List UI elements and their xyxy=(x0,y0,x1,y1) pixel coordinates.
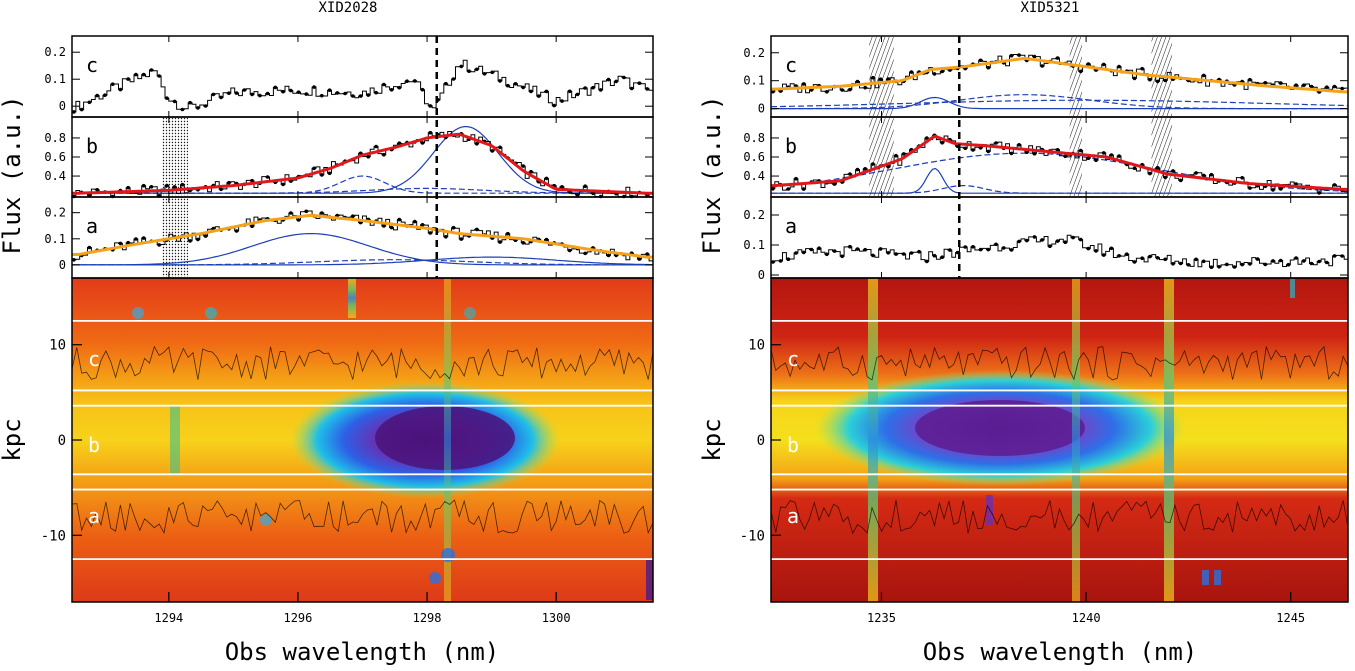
left-component-a-2 xyxy=(72,259,653,266)
left-spectrum-c: 0 0.1 0.2 c xyxy=(44,35,654,118)
right-component-c-2 xyxy=(770,99,1349,108)
left-spectrum-line-b xyxy=(72,131,653,197)
left-total-fit-a xyxy=(72,213,653,259)
left-ytick-label: 0 xyxy=(59,258,66,272)
left-flux-label: Flux (a.u.) xyxy=(0,96,26,255)
left-component-a-1 xyxy=(72,256,653,266)
right-spectrum-c: 0 0.1 0.2 c xyxy=(743,35,1349,118)
right-spectrum-a: 0 0.1 0.2 a xyxy=(743,196,1349,282)
left-data-points-c xyxy=(72,64,649,114)
left-row-label-a: a xyxy=(86,214,98,238)
right-ytick-label: 0.1 xyxy=(743,74,765,88)
right-xtick-label: 1235 xyxy=(867,611,896,625)
right-region-label-c: c xyxy=(787,347,799,371)
left-xtick-label: 1294 xyxy=(154,611,183,625)
left-contour xyxy=(71,345,654,380)
right-spectrum-b: 0.4 0.6 0.8 b xyxy=(743,116,1349,198)
left-spectrum-b: 0.4 0.6 0.8 b xyxy=(44,116,654,199)
left-title: XID2028 xyxy=(318,0,377,16)
left-kpc-map xyxy=(72,278,653,602)
left-contour xyxy=(71,499,654,534)
left-total-fit-b xyxy=(72,132,653,195)
right-xtick-label: 1240 xyxy=(1072,611,1101,625)
right-ytick-label: 0 xyxy=(758,268,765,282)
left-kpc-tick-label: 10 xyxy=(49,338,66,354)
right-kpc-map xyxy=(771,278,1348,602)
right-contour xyxy=(770,345,1349,381)
right-title: XID5321 xyxy=(1020,0,1079,16)
right-sky-mask xyxy=(1069,118,1083,196)
right-data-points-a xyxy=(771,235,1344,270)
right-ytick-label: 0.2 xyxy=(743,46,765,60)
right-ytick-label: 0 xyxy=(758,102,765,116)
right-ytick-label: 0.4 xyxy=(743,169,765,183)
right-row-label-b: b xyxy=(785,134,797,158)
right-ytick-label: 0.2 xyxy=(743,208,765,222)
left-ytick-label: 0.4 xyxy=(44,169,66,183)
right-kpc-tick-label: -10 xyxy=(740,528,765,544)
right-ytick-label: 0.8 xyxy=(743,131,765,145)
right-row-label-c: c xyxy=(785,53,797,77)
left-component-b-2 xyxy=(72,187,653,194)
left-ytick-label: 0.1 xyxy=(44,72,66,86)
left-ytick-label: 0.2 xyxy=(44,45,66,59)
left-sky-mask xyxy=(162,118,189,196)
left-row-label-c: c xyxy=(86,53,98,77)
right-kpc-label: kpc xyxy=(698,418,726,461)
left-spectrum-line-c xyxy=(72,59,653,113)
left-region-label-c: c xyxy=(88,347,100,371)
right-sky-mask xyxy=(869,118,894,196)
right-sky-mask xyxy=(1069,37,1083,116)
right-sky-mask xyxy=(1151,118,1173,196)
right-contour xyxy=(770,500,1349,535)
right-xtick-label: 1245 xyxy=(1276,611,1305,625)
right-total-fit-b xyxy=(771,134,1348,191)
left-kpc-tick-label: 0 xyxy=(58,433,66,449)
right-xlabel: Obs wavelength (nm) xyxy=(923,638,1198,666)
right-region-label-b: b xyxy=(787,433,799,457)
right-component-c-1 xyxy=(771,94,1348,110)
left-xtick-label: 1298 xyxy=(413,611,442,625)
right-ytick-label: 0.6 xyxy=(743,150,765,164)
left-map-overlay: c b a 10 0 -10 1294 1296 1298 1300 xyxy=(41,277,654,625)
right-row-label-a: a xyxy=(785,214,797,238)
right-flux-label: Flux (a.u.) xyxy=(698,96,726,255)
left-kpc-tick-label: -10 xyxy=(41,528,66,544)
left-ytick-label: 0.6 xyxy=(44,150,66,164)
left-ytick-label: 0 xyxy=(59,99,66,113)
left-spectrum-a: 0 0.1 0.2 a xyxy=(44,196,654,279)
left-xlabel: Obs wavelength (nm) xyxy=(225,638,500,666)
left-panel: 0 0.1 0.2 c 0.4 0.6 0.8 b 0 0.1 0.2 a c b a 10 0 -10 1294 1… xyxy=(41,35,654,625)
right-ytick-label: 0.1 xyxy=(743,238,765,252)
right-kpc-tick-label: 10 xyxy=(748,338,765,354)
right-component-b-1 xyxy=(771,185,1348,194)
left-data-points-a xyxy=(72,209,649,262)
right-spectrum-line-a xyxy=(771,234,1348,268)
left-region-label-b: b xyxy=(88,433,100,457)
left-frame-a xyxy=(71,196,654,279)
right-map-overlay: c b a 10 0 -10 1235 1240 1245 xyxy=(740,277,1349,625)
left-row-label-b: b xyxy=(86,134,98,158)
left-xtick-label: 1296 xyxy=(283,611,312,625)
left-region-label-a: a xyxy=(88,504,100,528)
left-component-b-1 xyxy=(72,126,653,194)
left-ytick-label: 0.8 xyxy=(44,131,66,145)
right-kpc-tick-label: 0 xyxy=(757,433,765,449)
left-ytick-label: 0.2 xyxy=(44,206,66,220)
right-data-points-c xyxy=(771,53,1344,94)
left-component-a-0 xyxy=(72,233,653,266)
left-ytick-label: 0.1 xyxy=(44,232,66,246)
left-spectrum-line-a xyxy=(72,210,653,262)
right-panel: 0 0.1 0.2 c 0.4 0.6 0.8 b 0 0.1 0.2 a c b a 10 0 -10 1235 1… xyxy=(740,35,1349,625)
right-region-label-a: a xyxy=(787,504,799,528)
left-xtick-label: 1300 xyxy=(542,611,571,625)
right-total-fit-c xyxy=(771,56,1348,94)
left-kpc-label: kpc xyxy=(0,418,26,461)
right-frame-a xyxy=(770,196,1349,279)
